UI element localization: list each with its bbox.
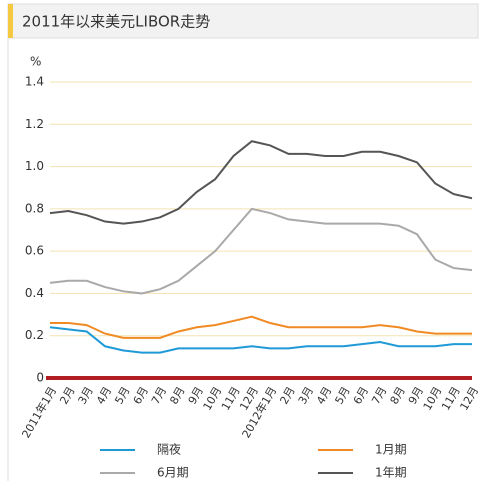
x-tick-label: 3月 — [76, 385, 96, 407]
x-tick-label: 7月 — [149, 385, 169, 407]
x-tick-label: 11月 — [219, 385, 243, 413]
x-tick-label: 10月 — [201, 385, 225, 413]
x-tick-label: 2月 — [277, 385, 297, 407]
x-tick-label: 10月 — [421, 385, 445, 413]
series-line — [49, 207, 473, 295]
title-bar — [7, 3, 479, 39]
x-tick-label: 3月 — [296, 385, 316, 407]
y-tick-label: 1.4 — [25, 75, 44, 89]
y-tick-label: 0.4 — [25, 286, 44, 300]
x-tick-label: 2月 — [57, 385, 77, 407]
x-tick-label: 4月 — [314, 385, 334, 407]
legend-label: 6月期 — [157, 466, 189, 480]
x-tick-label: 4月 — [94, 385, 114, 407]
chart-title: 2011年以来美元LIBOR走势 — [22, 13, 210, 31]
y-axis-label: % — [30, 55, 41, 69]
x-tick-label: 5月 — [112, 385, 132, 407]
y-tick-label: 1.0 — [25, 159, 44, 173]
legend-label: 1年期 — [375, 466, 407, 480]
series-line — [49, 140, 473, 225]
y-tick-label: 0.8 — [25, 201, 44, 215]
title-accent — [8, 4, 13, 38]
x-tick-label: 6月 — [351, 385, 371, 407]
x-tick-label: 11月 — [439, 385, 463, 413]
x-tick-label: 7月 — [369, 385, 389, 407]
x-tick-label: 8月 — [167, 385, 187, 407]
legend-label: 隔夜 — [157, 442, 181, 457]
y-tick-label: 1.2 — [25, 117, 44, 131]
x-tick-label: 6月 — [131, 385, 151, 407]
y-tick-label: 0.2 — [25, 328, 44, 342]
y-tick-label: 0 — [36, 371, 44, 385]
series-line — [50, 315, 472, 339]
x-tick-label: 8月 — [388, 385, 408, 407]
series-line — [49, 326, 472, 354]
legend-label: 1月期 — [375, 443, 407, 457]
x-tick-label: 5月 — [333, 385, 353, 407]
x-tick-label: 2011年1月 — [19, 384, 60, 440]
y-tick-label: 0.6 — [25, 244, 44, 258]
x-tick-label: 12月 — [457, 385, 481, 413]
